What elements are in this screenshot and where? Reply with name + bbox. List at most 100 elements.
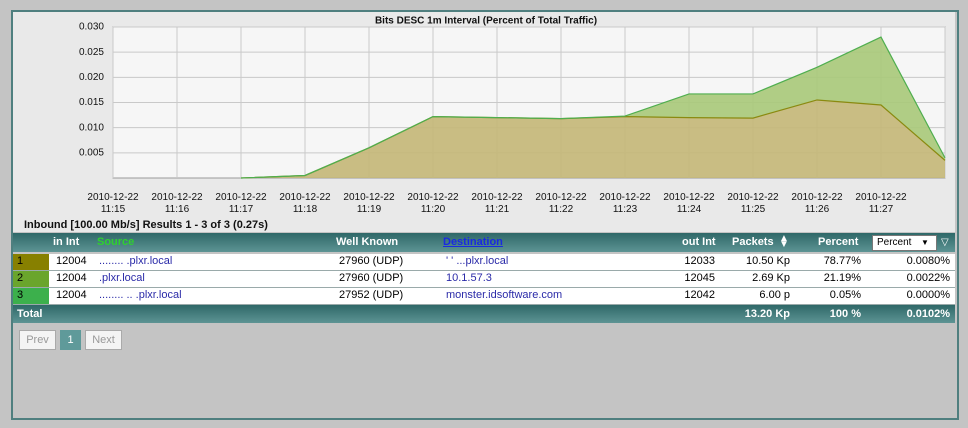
table-cell[interactable]: ........ .. .plxr.local (99, 289, 182, 301)
column-header: Percent (818, 236, 859, 248)
x-tick-line: 2010-12-22 (279, 192, 331, 203)
table-cell: 12004 (56, 272, 87, 284)
table-cell: 2 (17, 272, 24, 284)
x-tick-line: 2010-12-22 (855, 192, 907, 203)
x-tick-line: 2010-12-22 (407, 192, 459, 203)
row-swatch (13, 288, 49, 304)
table-cell: 0.0080% (906, 255, 950, 267)
y-tick-label: 0.020 (79, 72, 104, 83)
select-arrow[interactable]: ▼ (921, 238, 929, 247)
x-tick-line: 2010-12-22 (535, 192, 587, 203)
page-button[interactable]: 1 (60, 330, 81, 350)
x-tick-line: 11:16 (165, 204, 190, 215)
table-cell: 3 (17, 289, 24, 301)
page-button[interactable]: Prev (19, 330, 56, 350)
table-cell: 1 (17, 255, 24, 267)
menu-arrow[interactable]: ▽ (941, 237, 949, 248)
table-cell: 27960 (UDP) (339, 272, 404, 284)
total-cell: Total (17, 308, 43, 320)
x-tick-line: 2010-12-22 (151, 192, 203, 203)
x-tick-label: 2010-12-22 11:24 (663, 192, 715, 215)
table-cell: 6.00 p (759, 289, 790, 301)
x-tick-line: 11:25 (741, 204, 766, 215)
x-tick-line: 11:21 (485, 204, 510, 215)
table-cell[interactable]: ' ' ...plxr.local (446, 255, 509, 267)
x-tick-label: 2010-12-22 11:20 (407, 192, 459, 215)
area-fill (241, 37, 945, 178)
x-tick-line: 2010-12-22 (727, 192, 779, 203)
row-swatch (13, 271, 49, 287)
table-cell: 2.69 Kp (752, 272, 790, 284)
x-tick-line: 11:26 (805, 204, 830, 215)
table-cell: 12004 (56, 289, 87, 301)
table-cell[interactable]: .plxr.local (99, 272, 145, 284)
x-tick-label: 2010-12-22 11:23 (599, 192, 651, 215)
x-tick-label: 2010-12-22 11:22 (535, 192, 587, 215)
table-cell: 10.50 Kp (745, 255, 790, 267)
x-tick-line: 11:20 (421, 204, 446, 215)
sort-icon: ▲ ▼ (779, 233, 789, 250)
table-cell: 78.77% (823, 255, 861, 267)
total-cell: 13.20 Kp (744, 308, 790, 320)
table-cell[interactable]: ........ .plxr.local (99, 255, 173, 267)
table-cell: 0.0000% (906, 289, 950, 301)
table-cell: 27952 (UDP) (339, 289, 404, 301)
table-cell: 12045 (684, 272, 715, 284)
table-cell: 0.05% (829, 289, 861, 301)
x-tick-label: 2010-12-22 11:27 (855, 192, 907, 215)
table-cell: 0.0022% (906, 272, 950, 284)
column-header[interactable]: Packets (732, 236, 774, 248)
x-tick-line: 11:22 (549, 204, 574, 215)
x-tick-line: 11:24 (677, 204, 702, 215)
y-tick-label: 0.015 (79, 97, 104, 108)
column-header: in Int (53, 236, 80, 248)
x-tick-line: 2010-12-22 (791, 192, 843, 203)
column-header: Well Known (336, 236, 399, 248)
table-row: 3 12004 ........ .. .plxr.local 27952 (UDP)… (13, 288, 955, 305)
table-cell[interactable]: monster.idsoftware.com (446, 289, 563, 301)
x-tick-line: 2010-12-22 (663, 192, 715, 203)
x-tick-line: 2010-12-22 (215, 192, 267, 203)
chart: Bits DESC 1m Interval (Percent of Total … (24, 16, 946, 231)
column-header: Source (97, 236, 135, 248)
table-row: 1 12004 ........ .plxr.local 27960 (UDP) ' '… (13, 254, 955, 271)
table-row: 2 12004 .plxr.local 27960 (UDP) 10.1.57.3 120… (13, 271, 955, 288)
x-tick-label: 2010-12-22 11:15 (87, 192, 139, 215)
column-header: Destination (443, 236, 503, 248)
y-tick-label: 0.030 (79, 22, 104, 33)
area-fill (241, 99, 945, 178)
x-tick-label: 2010-12-22 11:16 (151, 192, 203, 215)
table-cell: 12033 (684, 255, 715, 267)
x-tick-line: 11:27 (869, 204, 894, 215)
area-line (240, 36, 946, 179)
x-tick-line: 11:17 (229, 204, 254, 215)
x-tick-label: 2010-12-22 11:21 (471, 192, 523, 215)
x-tick-label: 2010-12-22 11:19 (343, 192, 395, 215)
row-swatch (13, 254, 49, 270)
x-tick-line: 11:15 (101, 204, 126, 215)
total-cell: 100 % (829, 308, 861, 320)
column-header: out Int (682, 236, 716, 248)
page-button[interactable]: Next (85, 330, 122, 350)
x-tick-line: 11:18 (293, 204, 318, 215)
y-tick-label: 0.010 (79, 122, 104, 133)
x-tick-line: 11:19 (357, 204, 382, 215)
percent-select[interactable]: Percent ▼ (872, 235, 937, 251)
total-row: Total 13.20 Kp 100 % 0.0102% (13, 305, 955, 323)
x-tick-line: 11:23 (613, 204, 638, 215)
table-header: in Int Source Well Known Destination out Int… (13, 233, 955, 252)
results-info: Inbound [100.00 Mb/s] Results 1 - 3 of 3… (24, 219, 268, 231)
x-tick-line: 2010-12-22 (87, 192, 139, 203)
x-tick-label: 2010-12-22 11:25 (727, 192, 779, 215)
table-cell: 12042 (684, 289, 715, 301)
table-cell: 21.19% (823, 272, 861, 284)
table-cell[interactable]: 10.1.57.3 (446, 272, 492, 284)
chart-title: Bits DESC 1m Interval (Percent of Total … (375, 16, 597, 27)
x-tick-label: 2010-12-22 11:18 (279, 192, 331, 215)
table-cell: 27960 (UDP) (339, 255, 404, 267)
x-tick-line: 2010-12-22 (471, 192, 523, 203)
x-tick-line: 2010-12-22 (599, 192, 651, 203)
x-tick-label: 2010-12-22 11:17 (215, 192, 267, 215)
